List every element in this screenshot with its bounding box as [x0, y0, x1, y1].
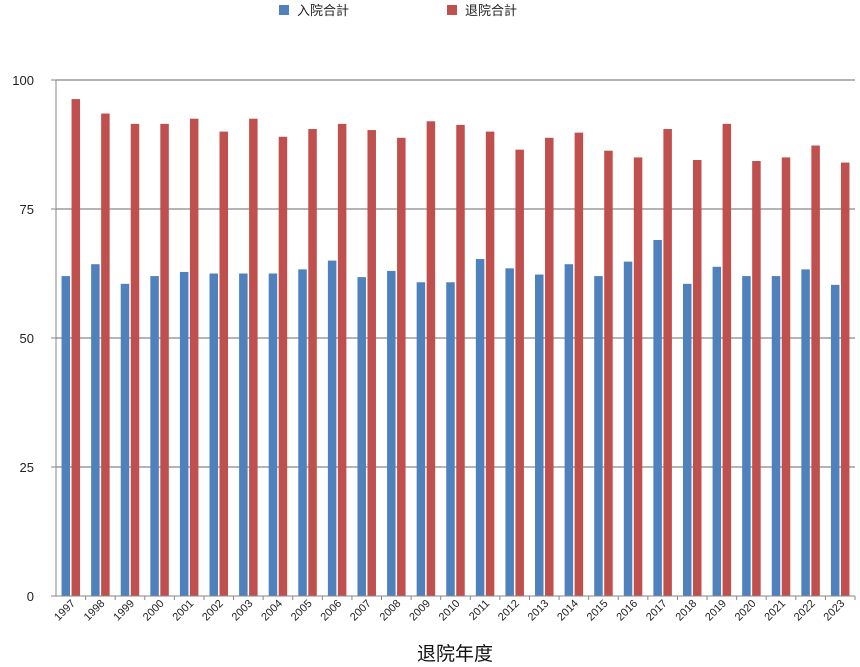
bar-discharges-2007 [367, 130, 376, 596]
x-tick-label-2001: 2001 [170, 598, 196, 624]
bar-admissions-2010 [446, 282, 455, 596]
y-tick-label-0: 0 [27, 589, 34, 604]
bar-discharges-2002 [219, 131, 229, 596]
bar-admissions-2003 [239, 273, 248, 596]
x-tick-label-2006: 2006 [318, 598, 344, 624]
bar-discharges-2009 [426, 121, 436, 596]
x-tick-label-2013: 2013 [526, 598, 552, 624]
bar-admissions-2000 [150, 276, 159, 596]
bar-discharges-2003 [249, 118, 258, 596]
bar-discharges-2016 [633, 157, 643, 596]
legend-swatch-admissions [279, 5, 289, 15]
bar-admissions-1997 [61, 276, 71, 596]
legend-swatch-discharges [447, 5, 457, 15]
x-tick-label-2002: 2002 [200, 598, 226, 624]
bar-admissions-1999 [120, 283, 130, 596]
bar-admissions-2011 [475, 259, 485, 596]
bar-discharges-2021 [781, 157, 791, 596]
bar-admissions-2021 [771, 276, 781, 596]
bar-discharges-1998 [101, 113, 110, 596]
x-tick-label-2016: 2016 [614, 598, 640, 624]
bar-discharges-2017 [663, 129, 672, 596]
bar-admissions-2022 [801, 269, 810, 596]
bar-discharges-2015 [604, 150, 613, 596]
y-tick-label-50: 50 [20, 331, 34, 346]
x-tick-label-2018: 2018 [674, 598, 700, 624]
bar-discharges-1997 [71, 99, 81, 596]
x-tick-label-2003: 2003 [230, 598, 256, 624]
bar-discharges-2008 [397, 137, 406, 597]
x-tick-label-1997: 1997 [52, 598, 78, 624]
x-tick-label-2004: 2004 [259, 598, 285, 624]
bar-discharges-2001 [189, 118, 199, 596]
bar-discharges-2013 [545, 137, 554, 597]
y-tick-label-75: 75 [20, 202, 34, 217]
bar-admissions-2008 [387, 270, 396, 596]
y-tick-label-100: 100 [12, 73, 34, 88]
y-tick-label-25: 25 [20, 460, 34, 475]
bar-admissions-2016 [623, 261, 633, 596]
x-tick-label-2017: 2017 [644, 598, 670, 624]
bar-discharges-2010 [456, 124, 465, 596]
bars [61, 99, 850, 597]
x-tick-label-2005: 2005 [289, 598, 315, 624]
bar-admissions-1998 [91, 264, 100, 596]
bar-discharges-2012 [515, 149, 524, 596]
x-tick-label-2012: 2012 [496, 598, 522, 624]
x-tick-label-2015: 2015 [585, 598, 611, 624]
legend-label-admissions: 入院合計 [297, 3, 349, 19]
gridlines [56, 79, 855, 468]
x-tick-label-1999: 1999 [111, 598, 137, 624]
bar-admissions-2001 [179, 271, 189, 596]
legend: 入院合計 退院合計 [279, 3, 517, 19]
x-tick-label-1998: 1998 [82, 598, 108, 624]
bar-discharges-1999 [130, 123, 140, 597]
bar-admissions-2007 [357, 277, 366, 596]
x-tick-label-2009: 2009 [407, 598, 433, 624]
x-tick-label-2019: 2019 [703, 598, 729, 624]
bar-discharges-2023 [840, 162, 850, 596]
x-tick-label-2022: 2022 [792, 598, 818, 624]
x-tick-label-2008: 2008 [378, 598, 404, 624]
bar-discharges-2022 [811, 145, 820, 597]
bar-admissions-2002 [209, 273, 219, 596]
bar-discharges-2006 [337, 123, 347, 597]
x-axis-ticks: 1997 1998 1999 2000 2001 2002 2003 2004 2005 2006… [52, 596, 856, 624]
bar-admissions-2013 [535, 274, 544, 596]
bar-discharges-2011 [485, 131, 495, 596]
x-tick-label-2023: 2023 [822, 598, 848, 624]
bar-admissions-2018 [682, 283, 692, 596]
x-tick-label-2011: 2011 [467, 598, 492, 623]
bar-discharges-2018 [692, 159, 702, 597]
x-tick-label-2000: 2000 [141, 598, 167, 624]
bar-admissions-2004 [268, 273, 278, 596]
bar-admissions-2020 [742, 276, 751, 596]
bar-admissions-2014 [564, 264, 574, 596]
bar-admissions-2009 [416, 282, 426, 596]
x-tick-label-2010: 2010 [437, 598, 463, 624]
bar-discharges-2020 [752, 161, 761, 596]
bar-admissions-2023 [830, 284, 840, 596]
bar-admissions-2019 [712, 266, 722, 596]
bar-discharges-2019 [722, 123, 732, 597]
bar-discharges-2005 [308, 129, 317, 596]
x-tick-label-2020: 2020 [733, 598, 759, 624]
bar-admissions-2015 [594, 276, 603, 596]
y-axis-ticks: 0 25 50 75 100 [12, 73, 56, 604]
bar-admissions-2005 [298, 269, 307, 596]
bar-discharges-2004 [278, 136, 288, 596]
bar-admissions-2012 [505, 268, 514, 596]
x-tick-label-2021: 2021 [762, 598, 788, 624]
bar-discharges-2000 [160, 123, 169, 597]
legend-label-discharges: 退院合計 [465, 3, 517, 19]
bar-discharges-2014 [574, 132, 584, 596]
x-tick-label-2014: 2014 [555, 598, 581, 624]
bar-admissions-2017 [653, 239, 662, 596]
x-tick-label-2007: 2007 [348, 598, 374, 624]
bar-admissions-2006 [327, 260, 337, 596]
x-axis-title: 退院年度 [417, 643, 493, 665]
